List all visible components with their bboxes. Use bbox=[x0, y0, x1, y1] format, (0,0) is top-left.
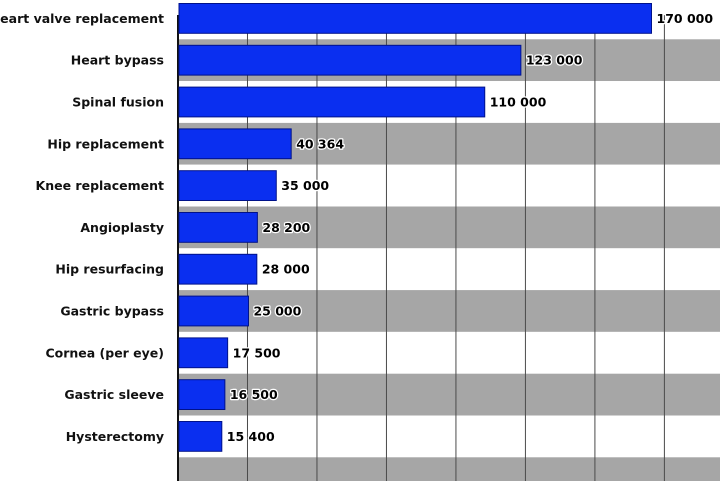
bar bbox=[178, 3, 652, 34]
category-label: Cornea (per eye) bbox=[45, 345, 164, 360]
bar bbox=[178, 295, 249, 327]
value-label: 28 200 bbox=[262, 220, 310, 235]
row-band bbox=[178, 206, 720, 249]
row-band bbox=[178, 331, 720, 374]
bars bbox=[178, 3, 652, 452]
category-label: Hip replacement bbox=[47, 136, 164, 151]
category-label: Gastric bypass bbox=[60, 304, 164, 319]
category-label: Hip resurfacing bbox=[55, 262, 164, 277]
bar bbox=[178, 212, 258, 243]
row-band bbox=[178, 290, 720, 332]
bar bbox=[178, 379, 226, 411]
value-label: 40 364 bbox=[296, 136, 344, 151]
category-label: Knee replacement bbox=[36, 178, 164, 193]
value-label: 123 000 bbox=[526, 53, 583, 68]
bar bbox=[178, 337, 229, 369]
category-label: Heart bypass bbox=[71, 53, 164, 68]
value-label: 170 000 bbox=[657, 11, 714, 26]
value-label: 110 000 bbox=[490, 95, 547, 110]
value-label: 25 000 bbox=[253, 304, 301, 319]
bar bbox=[178, 86, 486, 118]
row-band bbox=[178, 373, 720, 416]
row-band bbox=[178, 248, 720, 291]
category-labels: Heart valve replacement Heart bypass Spina… bbox=[0, 11, 164, 444]
bar bbox=[178, 128, 292, 160]
bar bbox=[178, 421, 223, 452]
bar bbox=[178, 253, 258, 285]
value-label: 17 500 bbox=[233, 345, 281, 360]
value-label: 35 000 bbox=[281, 178, 329, 193]
bar bbox=[178, 170, 277, 201]
category-label: Gastric sleeve bbox=[64, 387, 164, 402]
row-band bbox=[178, 415, 720, 458]
value-labels: 170 000 123 000 110 000 40 364 35 000 28 200 2… bbox=[226, 10, 715, 445]
category-label: Heart valve replacement bbox=[0, 11, 164, 26]
category-label: Angioplasty bbox=[80, 220, 164, 235]
category-label: Hysterectomy bbox=[66, 429, 164, 444]
bar bbox=[178, 44, 522, 76]
value-label: 15 400 bbox=[227, 429, 275, 444]
category-label: Spinal fusion bbox=[72, 95, 164, 110]
row-band bbox=[178, 457, 720, 481]
value-label: 16 500 bbox=[230, 387, 278, 402]
value-label: 28 000 bbox=[262, 262, 310, 277]
